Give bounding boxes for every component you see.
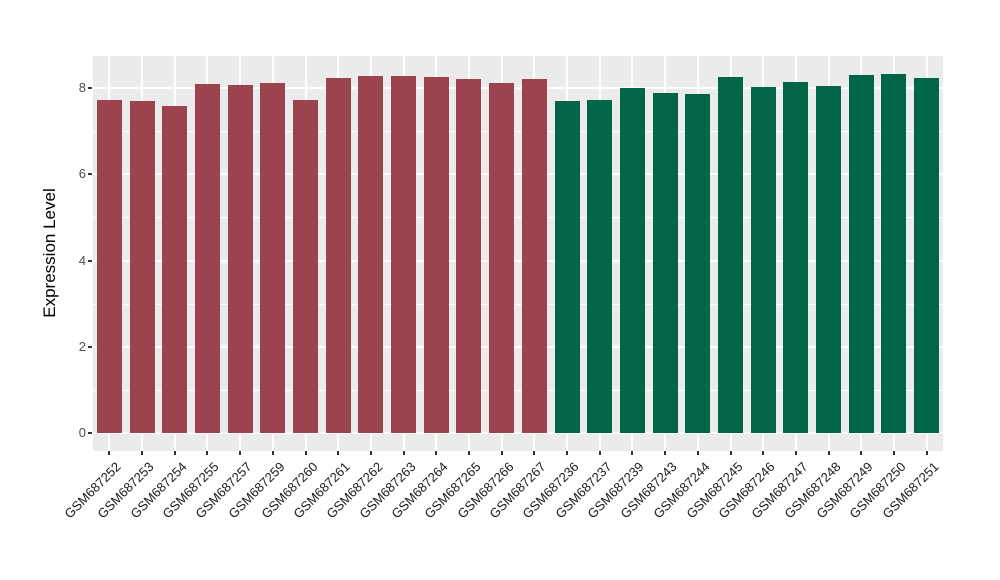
x-tick-mark-GSM687263: [402, 451, 405, 455]
y-tick-label-8: 8: [78, 80, 86, 95]
y-tick-mark-0: [88, 432, 92, 434]
bar-GSM687261: [325, 77, 351, 433]
bar-GSM687251: [914, 78, 940, 433]
y-tick-label-4: 4: [78, 252, 86, 268]
x-tick-mark-GSM687249: [860, 451, 863, 455]
bar-GSM687254: [162, 105, 188, 433]
y-tick-mark-2: [88, 345, 92, 348]
bar-GSM687239: [619, 87, 645, 433]
x-tick-mark-GSM687254: [173, 451, 176, 455]
x-tick-mark-GSM687267: [533, 451, 536, 455]
x-tick-mark-GSM687248: [827, 451, 830, 455]
bar-GSM687267: [521, 78, 547, 433]
x-tick-mark-GSM687252: [108, 451, 111, 455]
y-tick-label-6: 6: [78, 166, 86, 182]
y-tick-mark-8: [88, 87, 92, 89]
x-tick-mark-GSM687266: [500, 451, 503, 455]
x-tick-mark-GSM687250: [892, 451, 895, 455]
major-gridline-y4: [93, 259, 943, 262]
bar-GSM687243: [652, 92, 678, 433]
major-gridline-y2: [93, 345, 943, 348]
x-tick-mark-GSM687239: [631, 451, 634, 455]
bar-GSM687237: [587, 99, 613, 433]
bar-GSM687248: [816, 86, 842, 433]
x-tick-mark-GSM687265: [467, 451, 470, 455]
bar-GSM687255: [194, 83, 220, 433]
x-tick-mark-GSM687243: [664, 451, 667, 455]
major-gridline-y8: [93, 87, 943, 89]
bar-GSM687253: [129, 100, 155, 433]
bar-GSM687263: [391, 76, 417, 433]
x-tick-mark-GSM687264: [435, 451, 438, 455]
bar-GSM687264: [423, 77, 449, 433]
major-gridline-y0: [93, 432, 943, 434]
x-tick-mark-GSM687236: [566, 451, 569, 455]
minor-gridline-y7: [93, 131, 943, 133]
x-tick-mark-GSM687246: [762, 451, 765, 455]
bar-GSM687262: [358, 76, 384, 433]
bar-GSM687245: [718, 76, 743, 433]
bar-GSM687247: [783, 81, 809, 433]
bar-GSM687249: [848, 75, 874, 433]
major-gridline-y6: [93, 173, 943, 176]
x-tick-mark-GSM687247: [794, 451, 797, 455]
y-tick-label-2: 2: [78, 338, 86, 354]
x-tick-mark-GSM687253: [141, 451, 144, 455]
bar-GSM687250: [881, 74, 907, 433]
bar-GSM687259: [260, 82, 286, 433]
bar-GSM687266: [489, 82, 515, 433]
x-tick-mark-GSM687244: [696, 451, 699, 455]
x-tick-mark-GSM687255: [206, 451, 209, 455]
bar-GSM687244: [685, 94, 711, 433]
minor-gridline-y3: [93, 303, 943, 305]
x-tick-mark-GSM687259: [271, 451, 274, 455]
x-tick-mark-GSM687262: [369, 451, 372, 455]
y-tick-label-0: 0: [78, 425, 86, 440]
bar-GSM687246: [750, 86, 776, 433]
x-tick-mark-GSM687257: [239, 451, 242, 455]
x-tick-mark-GSM687261: [337, 451, 340, 455]
x-tick-mark-GSM687251: [925, 451, 928, 455]
minor-gridline-y1: [93, 389, 943, 391]
minor-gridline-y5: [93, 217, 943, 219]
y-tick-mark-4: [88, 259, 92, 262]
bar-GSM687252: [96, 100, 122, 433]
y-tick-mark-6: [88, 173, 92, 176]
bar-GSM687260: [293, 99, 318, 433]
bar-GSM687257: [227, 84, 253, 433]
x-tick-mark-GSM687237: [598, 451, 601, 455]
x-tick-mark-GSM687260: [304, 451, 307, 455]
plot-panel: [93, 56, 943, 451]
bar-GSM687265: [456, 79, 482, 433]
x-tick-mark-GSM687245: [729, 451, 732, 455]
bar-GSM687236: [554, 100, 580, 433]
